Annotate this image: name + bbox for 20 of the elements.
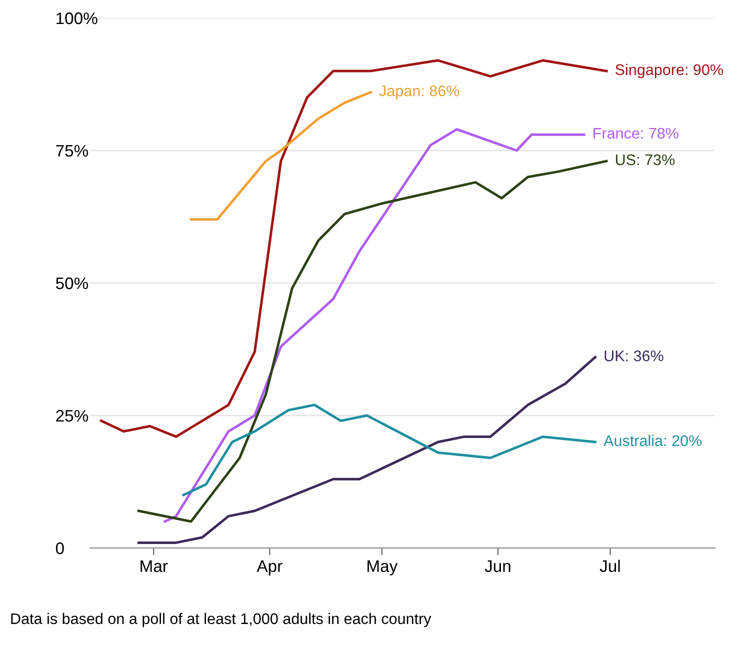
data-label: US: 73% <box>616 154 675 166</box>
y-tick-label: 0 <box>56 542 64 554</box>
y-tick-label: 75% <box>56 144 88 157</box>
line-series <box>164 128 586 523</box>
data-label: Japan: 86% <box>379 85 460 100</box>
data-label: Australia: 20% <box>604 434 702 446</box>
y-tick-label: 50% <box>56 277 88 290</box>
y-tick-label: 100% <box>56 12 98 24</box>
x-tick-label: Jun <box>484 560 510 572</box>
line-series <box>182 404 596 496</box>
x-tick-label: Mar <box>140 560 168 572</box>
data-label: France: 78% <box>594 128 678 139</box>
data-label: Singapore: 90% <box>615 64 723 78</box>
line-series <box>190 90 372 221</box>
text: Data is based on a poll of at least 1,000 adults in each country <box>11 612 432 628</box>
x-tick-label: Jul <box>600 560 620 572</box>
y-tick-label: 25% <box>56 410 88 422</box>
data-label: UK: 36% <box>604 350 664 362</box>
x-tick-label: Apr <box>256 560 282 576</box>
x-tick-label: May <box>368 560 398 576</box>
